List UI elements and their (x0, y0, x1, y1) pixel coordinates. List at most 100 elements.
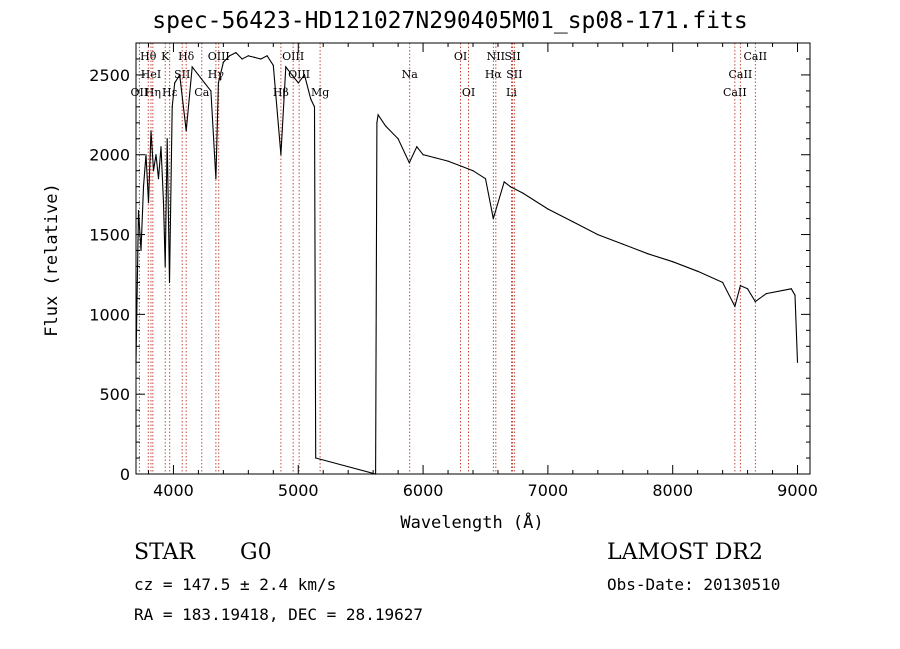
line-label: SII (504, 50, 520, 63)
data-point (303, 74, 306, 76)
data-point (622, 243, 624, 245)
data-point (215, 178, 217, 180)
data-point (739, 285, 741, 287)
data-point (796, 361, 799, 363)
data-point (572, 221, 574, 223)
data-point (447, 160, 449, 162)
series-line (135, 51, 799, 475)
data-point (697, 270, 699, 272)
line-label: CaII (729, 68, 753, 81)
data-point (272, 64, 274, 66)
data-point (794, 294, 796, 296)
chart-title: spec-56423-HD121027N290405M01_sp08-171.f… (152, 8, 748, 34)
line-label: OII (131, 86, 149, 99)
data-point (408, 162, 410, 164)
x-axis-label: Wavelength (Å) (400, 511, 543, 533)
data-point (416, 146, 418, 148)
data-point (647, 253, 649, 255)
line-label: OI (462, 86, 475, 99)
plot-frame (135, 42, 811, 475)
data-point (204, 82, 206, 84)
data-point (160, 146, 162, 148)
line-label: Hε (162, 86, 178, 99)
data-point (376, 122, 378, 124)
line-label: K (161, 50, 170, 63)
data-point (315, 457, 317, 459)
tick-labels: 4000 5000 6000 7000 8000 9000 0 500 1000 1500 2000… (89, 66, 818, 500)
data-point (210, 90, 212, 92)
data-point (185, 130, 187, 132)
data-point (137, 210, 140, 212)
redshift-cz: cz = 147.5 ± 2.4 km/s (134, 575, 337, 594)
data-point (459, 165, 462, 167)
data-point (385, 125, 387, 127)
data-point (247, 55, 249, 57)
data-point (235, 51, 237, 54)
y-tick-label: 500 (99, 385, 130, 404)
data-point (253, 56, 256, 58)
data-point (597, 233, 599, 236)
y-tick-label: 1000 (89, 305, 130, 324)
data-point (174, 82, 176, 84)
data-point (509, 186, 512, 188)
x-tick-label: 4000 (153, 481, 194, 500)
data-point (152, 170, 155, 172)
line-label: Na (402, 68, 419, 81)
flux-series (135, 51, 799, 475)
data-point (145, 154, 147, 156)
line-label: Hα (485, 68, 503, 81)
data-point (672, 261, 674, 263)
data-point (522, 192, 524, 194)
line-label: Li (506, 86, 517, 99)
data-point (142, 186, 145, 188)
x-tick-label: 9000 (777, 481, 818, 500)
line-label: SII (174, 68, 190, 81)
data-point (422, 154, 424, 156)
data-point (191, 66, 193, 68)
line-label: Mg (311, 86, 329, 99)
data-point (291, 74, 293, 76)
data-point (150, 130, 152, 132)
data-point (434, 157, 437, 159)
object-class: STAR (134, 540, 195, 565)
line-label: Hδ (178, 50, 195, 63)
spectral-line-labels: Hθ OII HeI Hη K SII Hε Hδ OIII Hγ Ca OIII OIII Hβ Mg Na… (131, 50, 768, 99)
data-point (166, 138, 168, 140)
data-point (297, 82, 299, 84)
line-label: CaII (743, 50, 767, 63)
y-tick-label: 2000 (89, 146, 130, 165)
line-label: Hη (145, 86, 161, 99)
data-point (397, 138, 399, 140)
survey-name: LAMOST DR2 (607, 540, 763, 565)
data-point (472, 170, 474, 172)
y-axis-label: Flux (relative) (42, 183, 62, 337)
subclass: G0 (240, 540, 272, 565)
data-point (765, 293, 767, 295)
data-point (168, 281, 171, 284)
y-tick-label: 0 (120, 465, 130, 484)
line-label: Hγ (208, 68, 225, 81)
line-label: Hθ (140, 50, 157, 63)
data-point (217, 82, 219, 84)
x-tick-label: 6000 (403, 481, 444, 500)
data-point (222, 61, 224, 63)
line-label: OIII (282, 50, 304, 63)
data-point (734, 305, 736, 307)
data-point (140, 249, 142, 252)
y-tick-label: 1500 (89, 226, 130, 245)
data-point (266, 55, 268, 57)
data-point (157, 178, 160, 180)
line-label: OI (454, 50, 467, 63)
data-point (547, 208, 549, 210)
data-point (179, 74, 181, 76)
line-label: OIII (288, 68, 310, 81)
line-label: CaII (723, 86, 747, 99)
line-label: HeI (141, 68, 161, 81)
line-label: OIII (208, 50, 230, 63)
data-point (241, 58, 243, 60)
data-point (310, 98, 312, 100)
data-point (260, 58, 262, 60)
line-label: NII (487, 50, 505, 63)
data-point (162, 202, 165, 204)
data-point (171, 106, 173, 108)
